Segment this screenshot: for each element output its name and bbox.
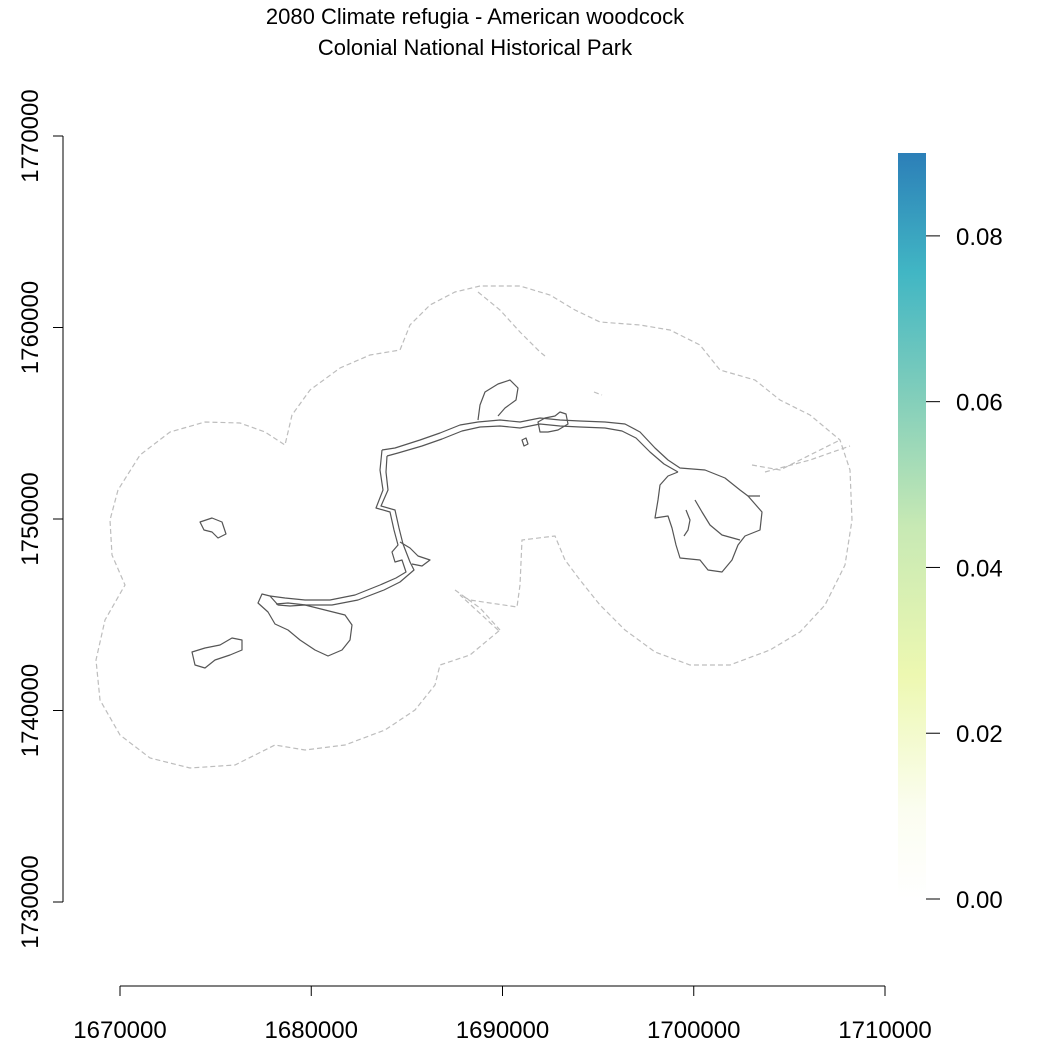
legend-tick-label: 0.08 xyxy=(956,224,1003,251)
buffer-inner-line-south xyxy=(454,589,501,631)
x-tick-label: 1700000 xyxy=(647,1017,740,1044)
x-tick-label: 1680000 xyxy=(265,1017,358,1044)
buffer-boundary xyxy=(95,285,853,769)
williamsburg-area xyxy=(477,379,519,421)
parkway-corridor-west xyxy=(269,449,407,601)
buffer-inner-line-north xyxy=(477,291,546,357)
legend: 0.00 0.02 0.04 0.06 0.08 xyxy=(898,153,1003,914)
yorktown-inner xyxy=(683,499,741,541)
parkway-corridor-west-inner xyxy=(275,455,415,606)
legend-tick-label: 0.00 xyxy=(956,887,1003,914)
y-tick-label: 1730000 xyxy=(17,855,44,948)
buffer-outline xyxy=(95,285,853,769)
map-title: 2080 Climate refugia - American woodcock xyxy=(265,4,685,29)
y-tick-label: 1760000 xyxy=(17,281,44,374)
x-tick-label: 1710000 xyxy=(838,1017,931,1044)
map-subtitle: Colonial National Historical Park xyxy=(317,35,633,60)
small-island xyxy=(521,437,529,447)
park-boundary xyxy=(191,379,763,669)
buffer-inner-line-east xyxy=(751,439,841,471)
parkway-corridor-south-edge xyxy=(386,423,679,473)
yorktown-parcel xyxy=(654,471,763,573)
y-axis: 1730000 1740000 1750000 1760000 1770000 xyxy=(17,89,64,949)
western-parcel-1 xyxy=(199,517,227,539)
legend-tick-label: 0.02 xyxy=(956,721,1003,748)
y-tick-label: 1750000 xyxy=(17,472,44,565)
y-tick-label: 1770000 xyxy=(17,89,44,182)
buffer-inner-line-east-2 xyxy=(764,445,851,473)
y-tick-label: 1740000 xyxy=(17,664,44,757)
parkway-corridor-north-edge xyxy=(381,417,760,497)
x-tick-label: 1690000 xyxy=(456,1017,549,1044)
legend-colorbar xyxy=(898,153,926,899)
jamestown-island xyxy=(257,593,353,657)
western-parcel-2 xyxy=(191,637,243,669)
legend-tick-label: 0.06 xyxy=(956,390,1003,417)
x-tick-label: 1670000 xyxy=(73,1017,166,1044)
buffer-mark xyxy=(593,391,603,396)
northern-parcel xyxy=(537,411,569,433)
glasshouse-point xyxy=(399,541,431,567)
legend-tick-label: 0.04 xyxy=(956,555,1003,582)
x-axis: 1670000 1680000 1690000 1700000 1710000 xyxy=(73,985,932,1044)
legend-ticks: 0.00 0.02 0.04 0.06 0.08 xyxy=(926,224,1003,914)
